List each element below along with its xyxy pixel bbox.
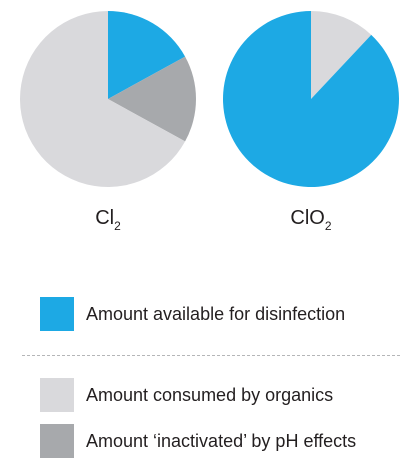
legend-label-inactivated: Amount ‘inactivated’ by pH effects — [86, 430, 357, 451]
pie-cl2 — [19, 10, 196, 188]
legend-swatch-consumed — [40, 378, 74, 412]
pie-slice-clo2-1 — [223, 11, 400, 187]
pie-label-clo2-subscript: 2 — [324, 219, 332, 233]
pie-label-cl2-subscript: 2 — [114, 219, 121, 233]
legend-divider — [22, 355, 400, 356]
legend-item-available: Amount available for disinfection — [40, 296, 345, 332]
pie-label-clo2: ClO2 — [251, 207, 371, 237]
legend-swatch-available — [40, 297, 74, 331]
legend-swatch-inactivated — [40, 424, 74, 458]
pie-clo2 — [223, 10, 400, 187]
pie-label-cl2: Cl2 — [48, 207, 168, 237]
pie-slice-cl2-2 — [19, 10, 186, 188]
legend-item-consumed: Amount consumed by organics — [40, 377, 333, 413]
legend-label-available: Amount available for disinfection — [86, 303, 346, 324]
legend-item-inactivated: Amount ‘inactivated’ by pH effects — [40, 423, 356, 459]
pie-slice-cl2-0 — [108, 11, 186, 99]
pie-charts — [19, 10, 400, 188]
pie-slice-clo2-0 — [311, 10, 372, 99]
pie-slice-cl2-1 — [108, 56, 196, 142]
pie-label-cl2-main: Cl — [95, 207, 115, 229]
pie-label-clo2-main: ClO — [290, 207, 325, 229]
legend-label-consumed: Amount consumed by organics — [86, 384, 334, 405]
